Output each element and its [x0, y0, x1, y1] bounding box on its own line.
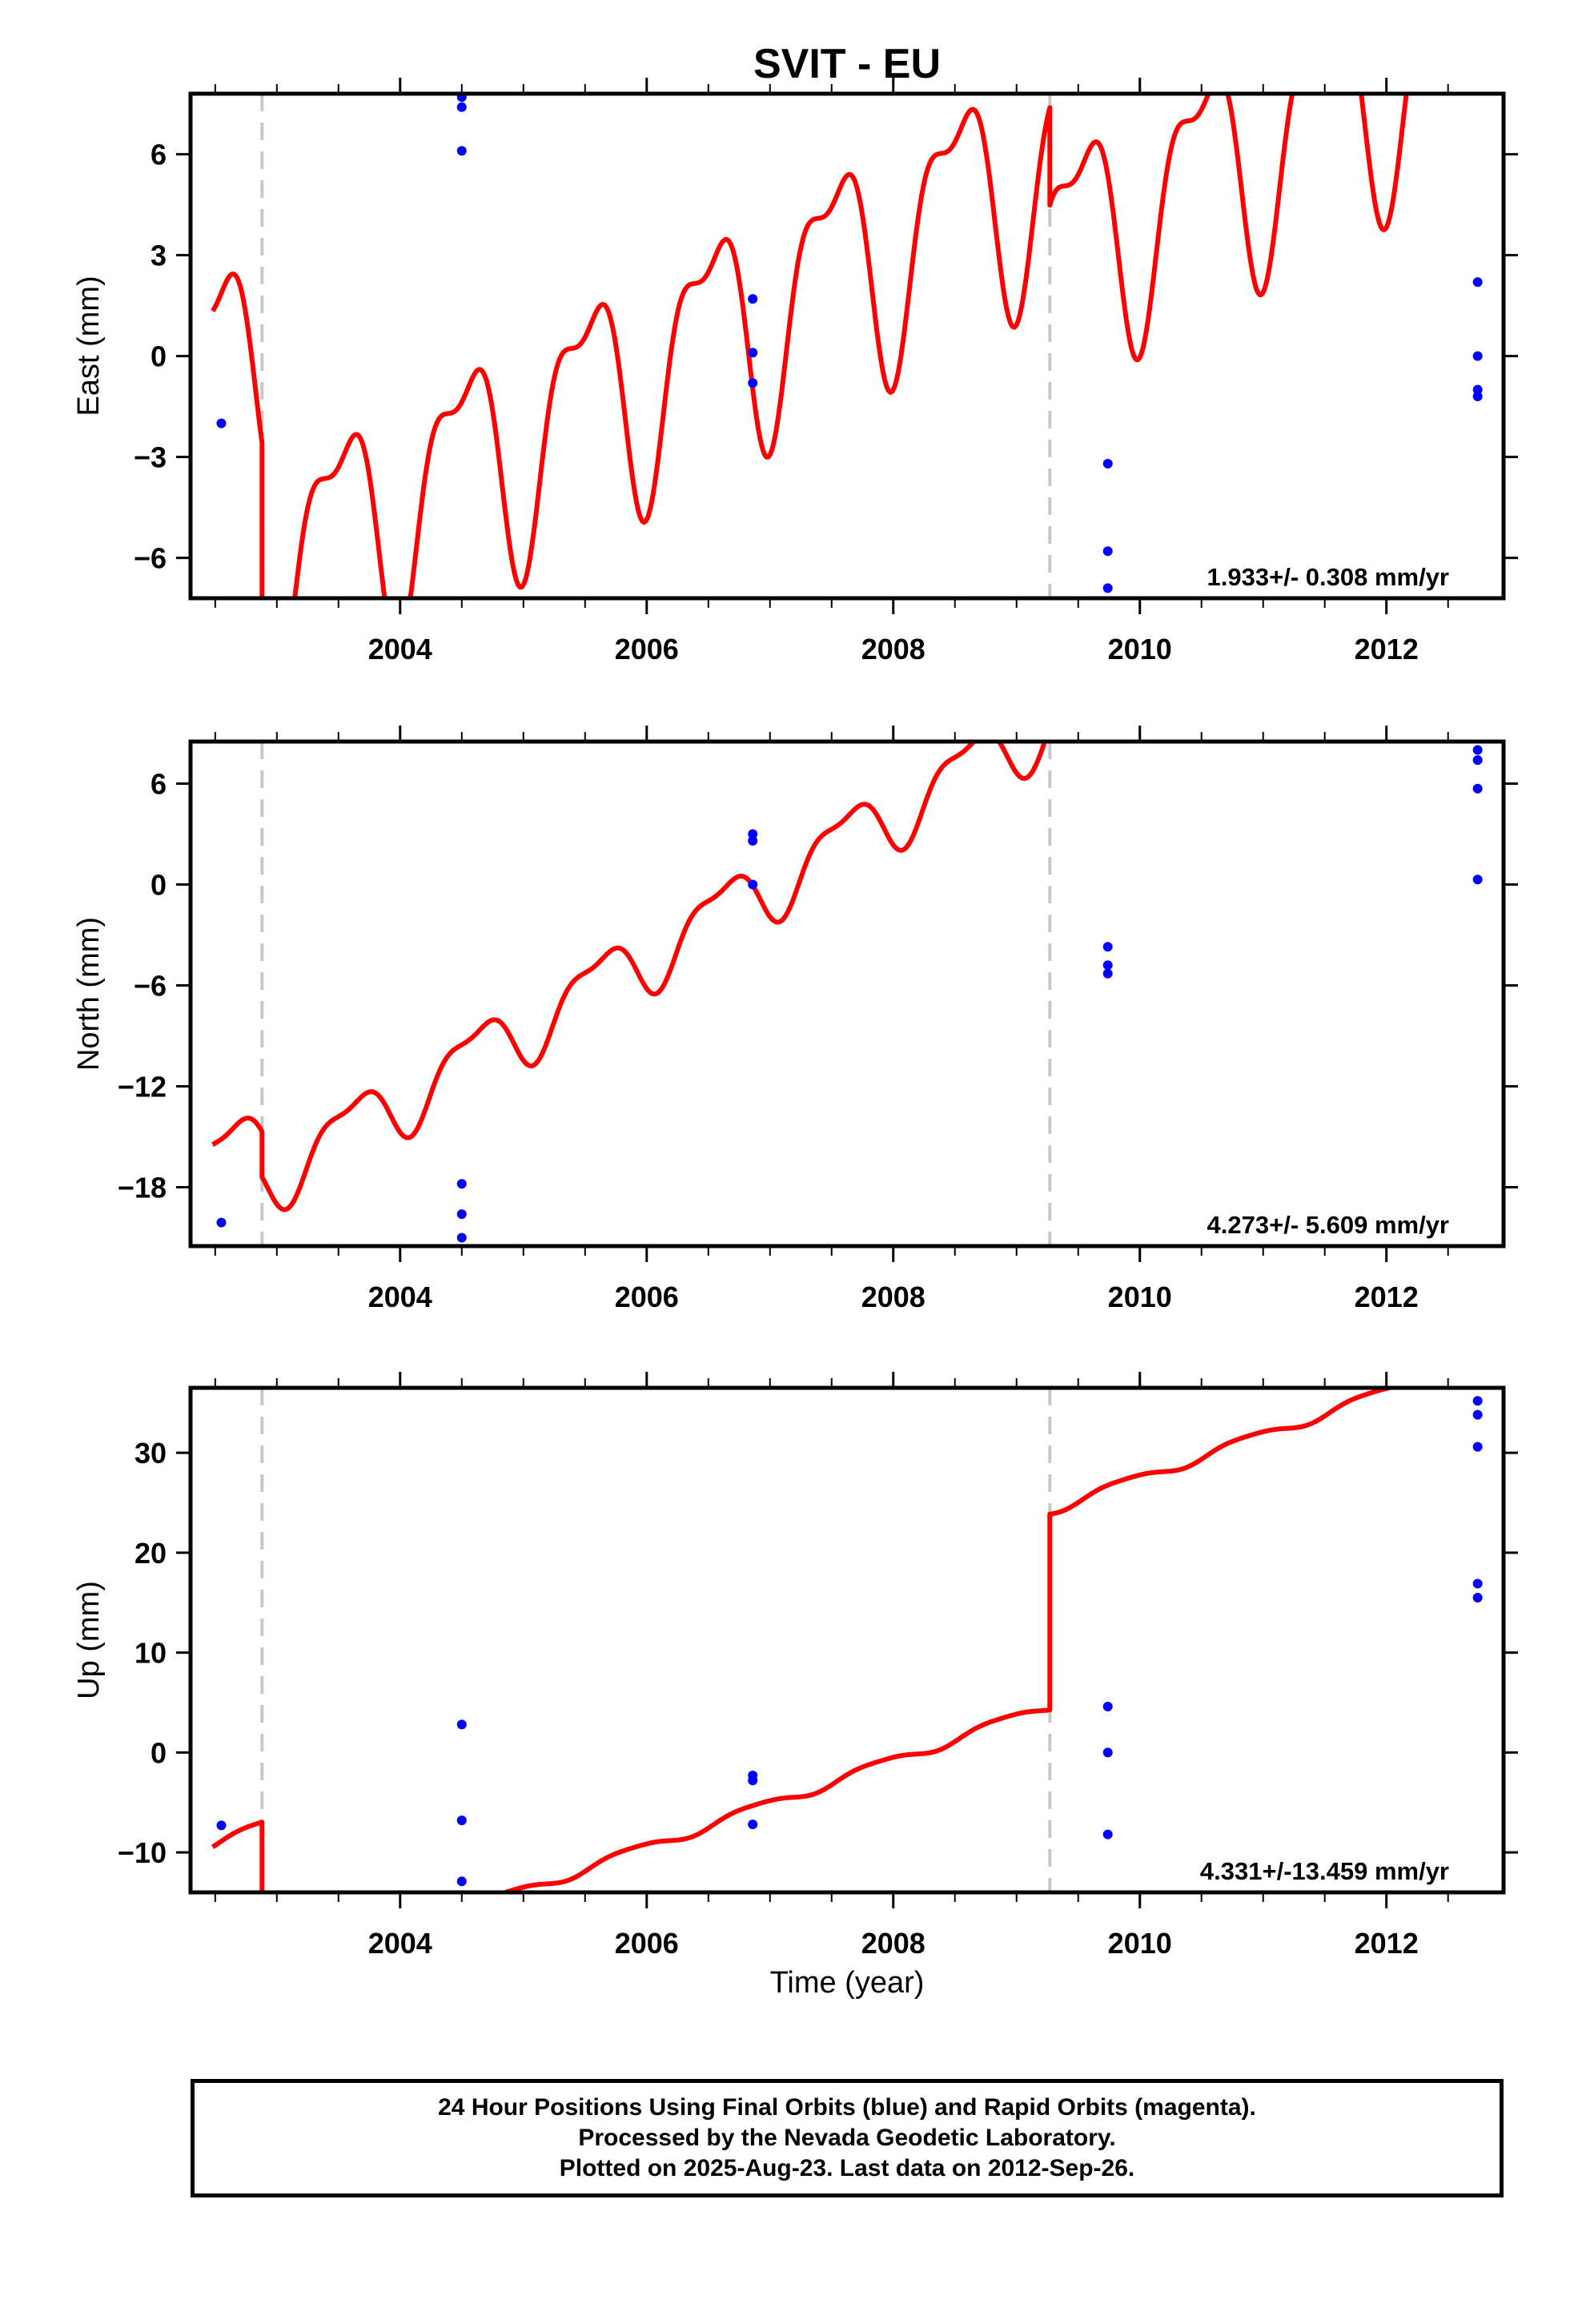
data-point	[1472, 1441, 1483, 1452]
y-tick-label: 0	[151, 1736, 167, 1769]
data-point	[748, 829, 758, 839]
rate-label: 1.933+/- 0.308 mm/yr	[1207, 563, 1449, 591]
data-point	[748, 1819, 758, 1830]
data-point	[456, 1719, 467, 1730]
data-point	[1472, 392, 1483, 401]
y-tick-label: 0	[151, 340, 167, 373]
y-tick-label: −10	[118, 1836, 167, 1869]
data-point	[456, 1179, 467, 1189]
data-point	[748, 835, 758, 846]
data-point	[1102, 583, 1113, 593]
x-tick-label: 2004	[368, 1927, 432, 1960]
x-tick-label: 2006	[615, 633, 679, 665]
y-tick-label: −12	[118, 1071, 167, 1104]
y-tick-label: −6	[134, 542, 167, 575]
x-tick-label: 2008	[861, 1281, 926, 1313]
rate-label: 4.273+/- 5.609 mm/yr	[1207, 1211, 1449, 1239]
model-curve	[210, 94, 1409, 598]
y-tick-label: 6	[151, 139, 167, 171]
plot-frame	[188, 739, 1506, 1248]
data-point	[1102, 968, 1113, 979]
data-point	[1472, 755, 1483, 766]
y-axis-label: North (mm)	[72, 917, 106, 1071]
data-point	[1102, 546, 1113, 557]
x-tick-label: 2004	[368, 633, 432, 665]
chart-title: SVIT - EU	[753, 41, 941, 87]
y-tick-label: 3	[151, 239, 167, 272]
caption-box: 24 Hour Positions Using Final Orbits (bl…	[191, 2079, 1504, 2197]
caption-line-3: Plotted on 2025-Aug-23. Last data on 201…	[559, 2155, 1135, 2181]
data-point	[1102, 960, 1113, 971]
data-point	[1102, 1701, 1113, 1711]
y-axis-label: Up (mm)	[72, 1581, 106, 1699]
x-tick-label: 2008	[861, 1927, 926, 1960]
east-panel: 2004 2006 2008 2010 2012 6 3 0 −3 −6 East (mm) 1.93…	[72, 78, 1518, 665]
data-point	[1472, 783, 1483, 794]
y-tick-label: 0	[151, 869, 167, 902]
data-point	[1102, 1829, 1113, 1839]
data-point	[1472, 1592, 1483, 1602]
x-tick-label: 2012	[1355, 1281, 1419, 1313]
y-tick-label: −6	[134, 970, 167, 1003]
x-axis-label: Time (year)	[770, 1966, 925, 2000]
data-point	[1472, 351, 1483, 361]
data-point	[1102, 942, 1113, 952]
plot-frame	[188, 1385, 1506, 1895]
data-point	[748, 879, 758, 890]
model-curve	[210, 742, 1048, 1212]
data-point	[456, 146, 467, 156]
data-point	[1102, 459, 1113, 468]
data-point	[748, 1775, 758, 1786]
y-tick-label: 30	[135, 1437, 167, 1470]
x-tick-label: 2012	[1355, 1927, 1419, 1960]
x-tick-label: 2010	[1108, 1927, 1172, 1960]
model-curve	[210, 1388, 1407, 1892]
y-tick-label: −18	[118, 1172, 167, 1204]
data-point	[748, 294, 758, 304]
data-point	[1472, 384, 1483, 395]
y-axis-label: East (mm)	[72, 275, 106, 416]
data-point	[1472, 1578, 1483, 1589]
x-tick-label: 2012	[1355, 633, 1419, 665]
data-point	[748, 348, 758, 358]
data-point	[456, 1232, 467, 1243]
data-point	[456, 1209, 467, 1220]
plot-frame	[188, 91, 1506, 601]
data-point	[456, 94, 467, 103]
x-tick-label: 2008	[861, 633, 926, 665]
x-tick-label: 2010	[1108, 633, 1172, 665]
data-point	[1472, 1396, 1483, 1406]
data-point	[456, 1876, 467, 1887]
data-point	[1472, 277, 1483, 287]
x-tick-label: 2006	[615, 1927, 679, 1960]
y-tick-label: 20	[135, 1537, 167, 1570]
north-panel: 2004 2006 2008 2010 2012 6 0 −6 −12 −18 North (mm)…	[72, 726, 1518, 1313]
data-point	[1102, 1747, 1113, 1758]
data-point	[1472, 1409, 1483, 1420]
x-tick-label: 2004	[368, 1281, 432, 1313]
rate-label: 4.331+/-13.459 mm/yr	[1200, 1857, 1449, 1885]
data-point	[1472, 875, 1483, 885]
y-tick-label: 10	[135, 1637, 167, 1670]
caption-line-2: Processed by the Nevada Geodetic Laborat…	[578, 2125, 1116, 2151]
data-point	[456, 102, 467, 112]
data-point	[216, 418, 227, 428]
y-tick-label: 6	[151, 768, 167, 801]
data-point	[456, 1815, 467, 1826]
data-point	[1472, 745, 1483, 755]
data-point	[216, 1217, 227, 1228]
data-point	[216, 1820, 227, 1831]
x-tick-label: 2006	[615, 1281, 679, 1313]
caption-line-1: 24 Hour Positions Using Final Orbits (bl…	[438, 2094, 1256, 2121]
x-tick-label: 2010	[1108, 1281, 1172, 1313]
data-point	[748, 378, 758, 388]
y-tick-label: −3	[134, 441, 167, 474]
